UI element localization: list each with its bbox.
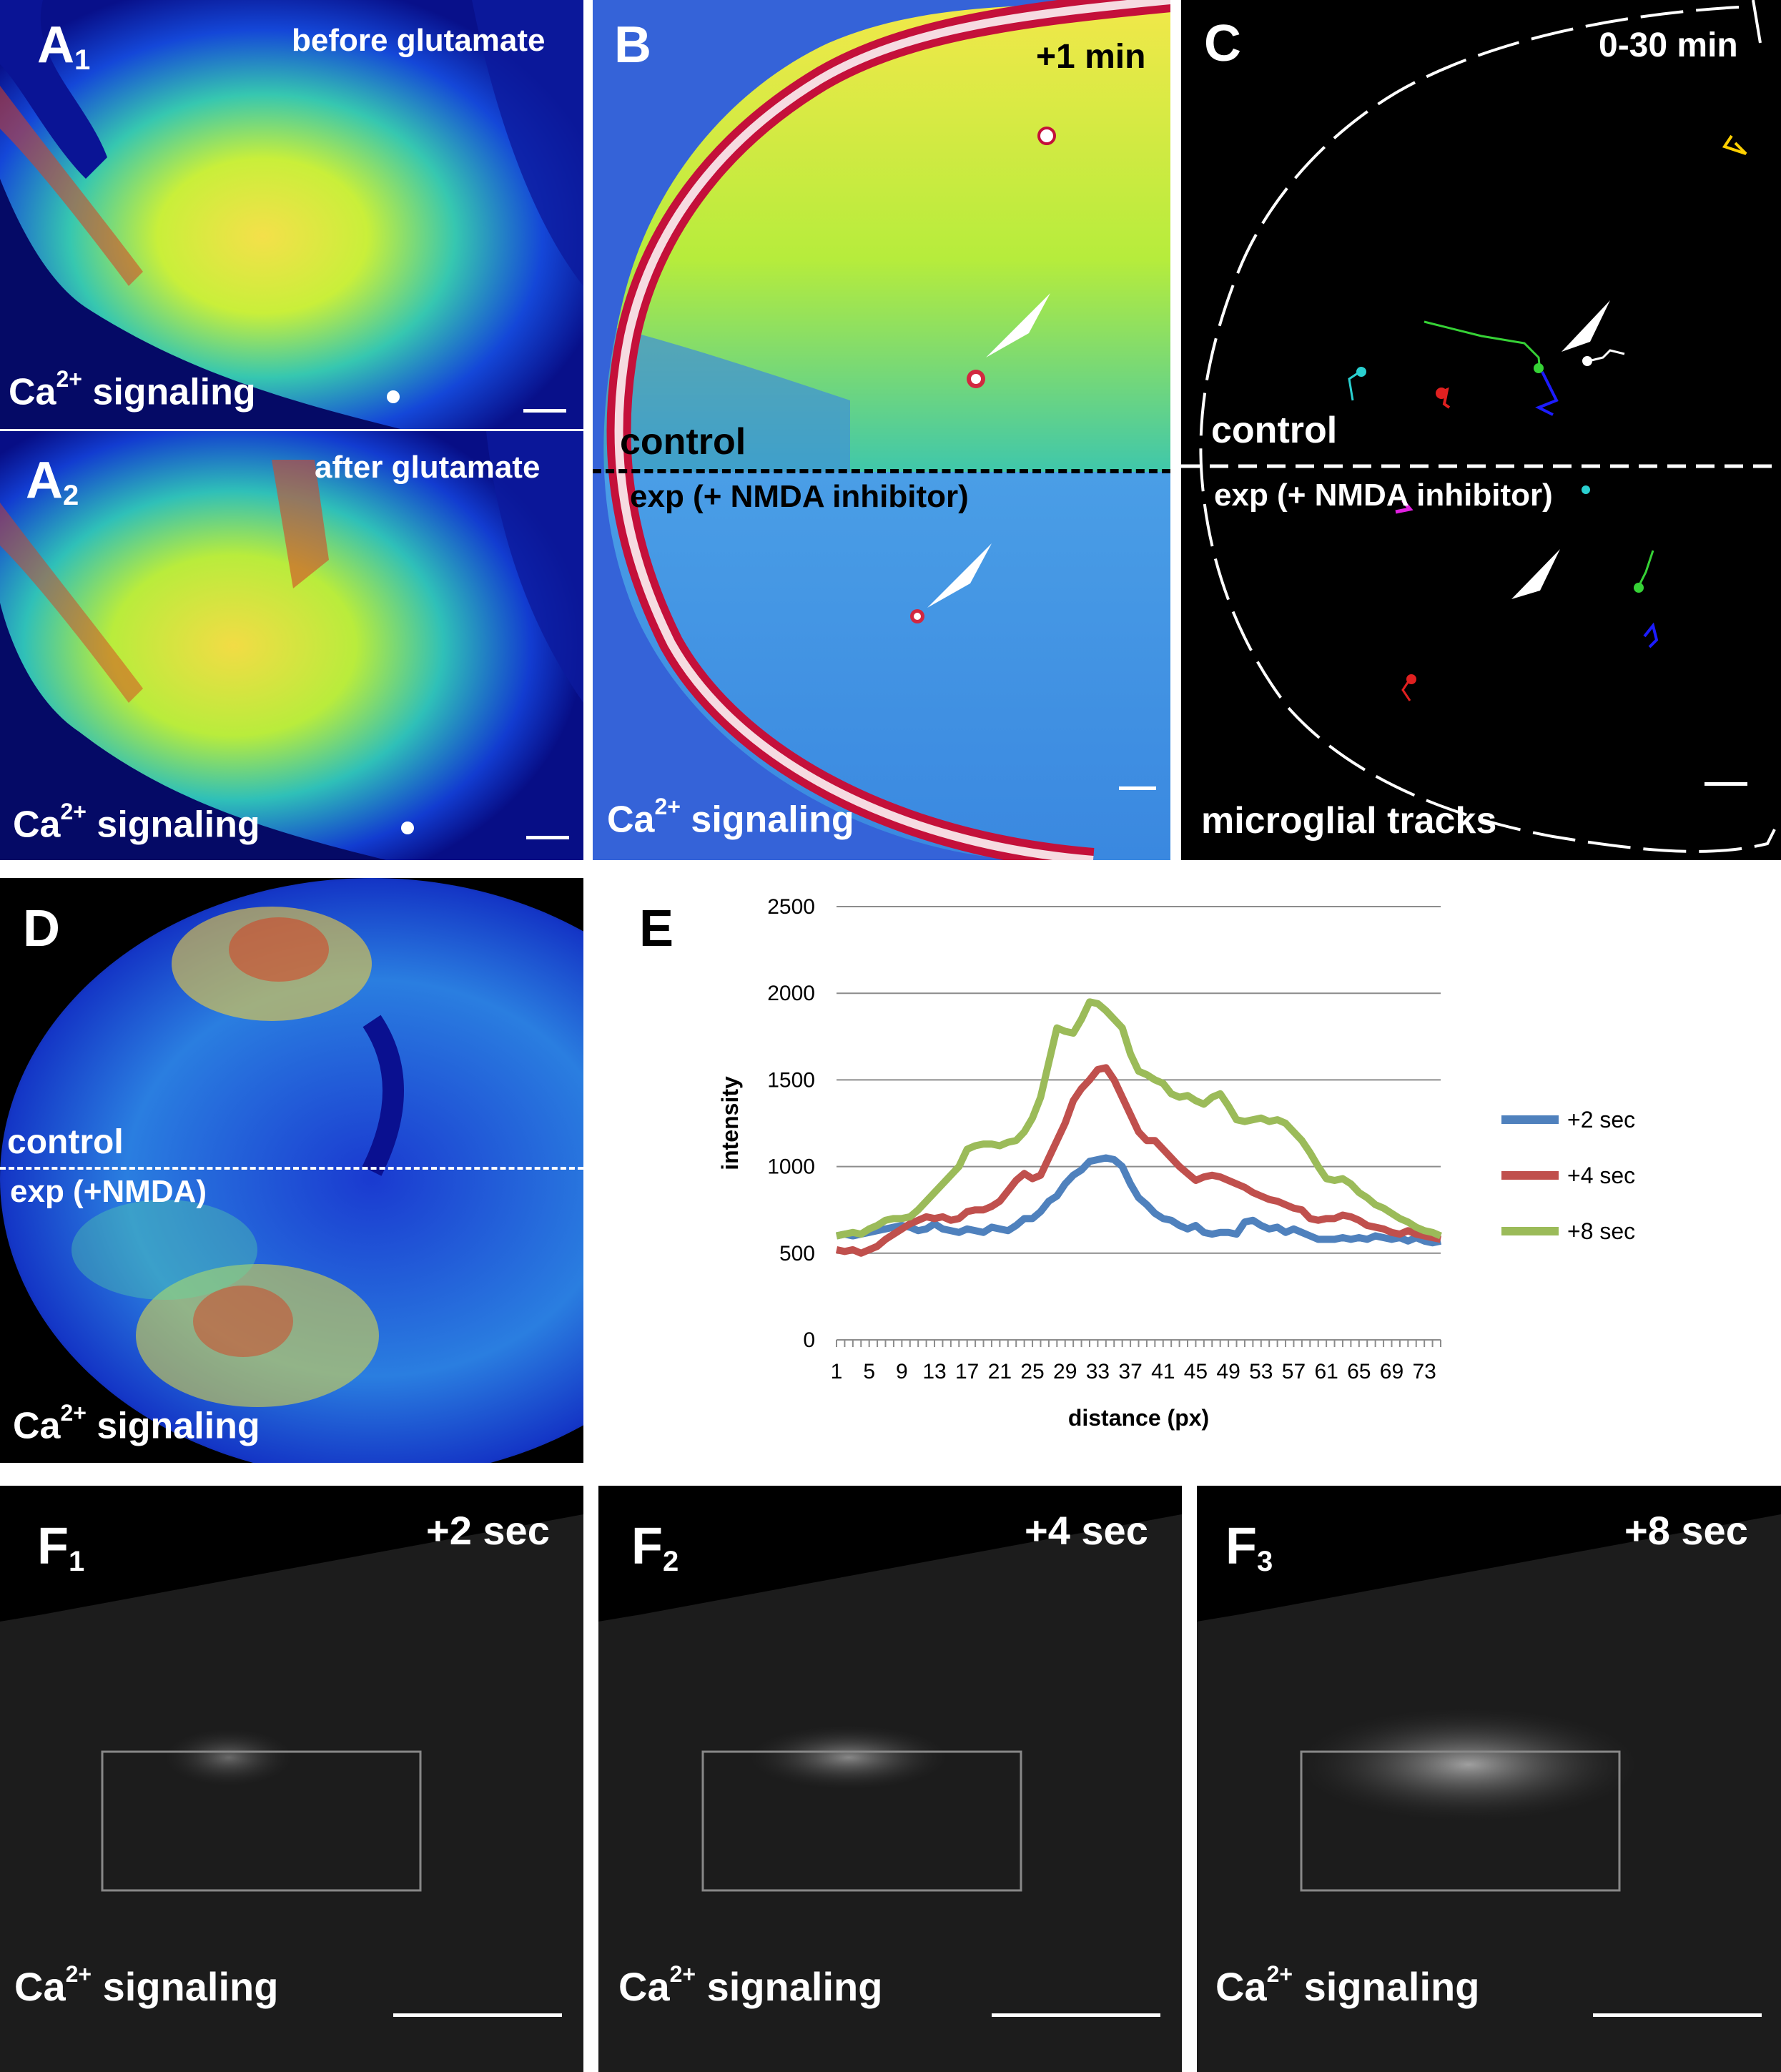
panel-f1: F1 +2 sec Ca2+ signaling	[0, 1486, 583, 2072]
x-tick-label: 17	[955, 1360, 979, 1383]
a2-letter: A	[26, 452, 63, 509]
y-tick-label: 500	[779, 1242, 815, 1266]
x-tick-label: 65	[1347, 1360, 1371, 1383]
a2-caption: after glutamate	[315, 450, 541, 485]
x-tick-label: 73	[1412, 1360, 1436, 1383]
f2-signal-label: Ca2+ signaling	[618, 1961, 883, 2009]
a2-image	[0, 431, 583, 860]
series-line-2sec	[835, 1154, 1442, 1247]
panel-d: D control exp (+NMDA) Ca2+ signaling	[0, 878, 583, 1463]
e-letter: E	[639, 900, 674, 957]
f3-image	[1197, 1514, 1781, 2072]
y-tick-label: 1000	[767, 1155, 815, 1179]
d-image	[0, 878, 583, 1463]
legend-label: +4 sec	[1567, 1163, 1635, 1188]
f2-image	[598, 1514, 1182, 2072]
x-tick-label: 13	[922, 1360, 946, 1383]
f2-letter: F	[631, 1518, 663, 1575]
d-control-label: control	[7, 1123, 124, 1161]
y-axis-label: intensity	[717, 1076, 743, 1170]
f1-letter: F	[37, 1518, 69, 1575]
f3-letter: F	[1225, 1518, 1257, 1575]
a1-signal-label: Ca2+ signaling	[9, 366, 256, 413]
f1-scale-bar	[393, 2013, 562, 2017]
x-tick-label: 1	[831, 1360, 843, 1383]
x-tick-label: 57	[1282, 1360, 1306, 1383]
x-tick-label: 25	[1020, 1360, 1044, 1383]
y-tick-label: 2500	[767, 895, 815, 919]
x-tick-label: 61	[1314, 1360, 1338, 1383]
b-arrowhead-upper-icon	[986, 293, 1050, 357]
d-signal-label: Ca2+ signaling	[13, 1400, 260, 1447]
x-tick-label: 9	[896, 1360, 908, 1383]
f3-scale-bar	[1593, 2013, 1762, 2017]
x-tick-label: 45	[1184, 1360, 1208, 1383]
panel-b: B +1 min control exp (+ NMDA inhibitor) …	[593, 0, 1170, 860]
b-dashed-divider	[593, 469, 1170, 473]
b-control-label: control	[620, 421, 746, 463]
b-caption: +1 min	[1036, 38, 1146, 76]
x-tick-label: 69	[1380, 1360, 1403, 1383]
b-signal-label: Ca2+ signaling	[607, 794, 854, 841]
f1-caption: +2 sec	[426, 1508, 550, 1553]
panel-a1: A1 before glutamate Ca2+ signaling	[0, 0, 583, 429]
a2-signal-label: Ca2+ signaling	[13, 799, 260, 846]
legend-label: +8 sec	[1567, 1218, 1635, 1244]
x-tick-label: 49	[1216, 1360, 1240, 1383]
b-scale-bar	[1119, 786, 1156, 790]
y-tick-label: 0	[803, 1328, 815, 1352]
x-tick-label: 5	[863, 1360, 875, 1383]
x-tick-label: 37	[1118, 1360, 1142, 1383]
a2-subscript: 2	[63, 480, 79, 511]
f2-subscript: 2	[662, 1546, 679, 1577]
legend-label: +2 sec	[1567, 1107, 1635, 1133]
d-letter: D	[23, 900, 60, 957]
d-exp-label: exp (+NMDA)	[10, 1174, 207, 1209]
f1-subscript: 1	[68, 1546, 85, 1577]
c-caption: 0-30 min	[1599, 26, 1738, 64]
x-tick-label: 21	[988, 1360, 1012, 1383]
x-tick-label: 53	[1249, 1360, 1273, 1383]
f2-caption: +4 sec	[1025, 1508, 1148, 1553]
b-exp-label: exp (+ NMDA inhibitor)	[630, 479, 969, 514]
f1-signal-label: Ca2+ signaling	[14, 1961, 279, 2009]
b-image	[593, 0, 1170, 860]
a2-scale-bar	[526, 836, 569, 839]
f1-image	[0, 1514, 583, 2072]
series-line-4sec	[835, 1064, 1442, 1257]
series-line-8sec	[835, 998, 1442, 1240]
a1-scale-bar	[523, 409, 566, 413]
f2-scale-bar	[992, 2013, 1160, 2017]
c-letter: C	[1204, 15, 1241, 72]
x-tick-label: 33	[1086, 1360, 1110, 1383]
y-tick-label: 2000	[767, 982, 815, 1005]
a1-subscript: 1	[74, 44, 91, 76]
e-line-chart: 0 500 1000 1500 2000 2500 1 5 9 13 17 21 25 29 33 37 41 4…	[717, 895, 1635, 1431]
f3-signal-label: Ca2+ signaling	[1215, 1961, 1480, 2009]
panel-a2: A2 after glutamate Ca2+ signaling	[0, 431, 583, 860]
d-dashed-divider	[0, 1167, 583, 1170]
f3-subscript: 3	[1256, 1546, 1273, 1577]
c-scale-bar	[1704, 782, 1747, 786]
x-tick-label: 41	[1151, 1360, 1175, 1383]
a1-letter: A	[37, 16, 74, 74]
c-control-label: control	[1211, 410, 1338, 451]
b-arrowhead-lower-icon	[927, 543, 992, 608]
panel-f3: F3 +8 sec Ca2+ signaling	[1197, 1486, 1781, 2072]
x-axis-label: distance (px)	[1068, 1405, 1209, 1431]
f3-caption: +8 sec	[1624, 1508, 1748, 1553]
x-tick-label: 29	[1053, 1360, 1077, 1383]
panel-e: E 0 500 1000 1500 2000 2500 1 5 9 13 17 21 25 29 33 37 4…	[593, 878, 1781, 1463]
panel-f2: F2 +4 sec Ca2+ signaling	[598, 1486, 1182, 2072]
c-footer-label: microglial tracks	[1201, 800, 1497, 842]
c-tracks-image	[1181, 0, 1781, 853]
a1-image	[0, 0, 583, 429]
b-letter: B	[614, 16, 651, 74]
panel-c: C 0-30 min control exp (+ NMDA inhibitor…	[1181, 0, 1781, 860]
c-exp-label: exp (+ NMDA inhibitor)	[1214, 478, 1553, 513]
y-tick-label: 1500	[767, 1068, 815, 1092]
a1-caption: before glutamate	[292, 23, 546, 58]
